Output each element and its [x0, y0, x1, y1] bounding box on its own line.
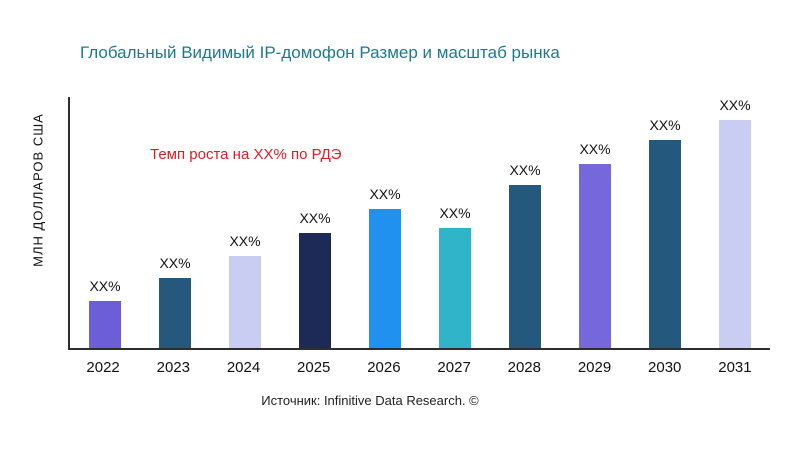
bar-value-label: XX%: [159, 254, 191, 271]
bar-value-label: XX%: [719, 97, 751, 113]
bars: XX% XX% XX% XX% XX% XX% XX% XX% XX% XX%: [70, 97, 770, 348]
bar-value-label: XX%: [299, 209, 331, 226]
bar-column: XX%: [560, 97, 630, 348]
y-axis-label: МЛН ДОЛЛАРОВ США: [30, 113, 46, 267]
bar-column: XX%: [140, 97, 210, 348]
bar-value-label: XX%: [229, 232, 261, 249]
bar: [369, 209, 401, 348]
bar-column: XX%: [350, 97, 420, 348]
bar-column: XX%: [490, 97, 560, 348]
source-caption: Источник: Infinitive Data Research. ©: [261, 393, 479, 408]
bar: [579, 164, 611, 348]
bar: [719, 120, 751, 348]
bar-column: XX%: [700, 97, 770, 348]
bar: [89, 300, 121, 348]
x-axis-label: 2027: [437, 359, 471, 376]
bar: [509, 185, 541, 348]
bar-column: XX%: [70, 97, 140, 348]
bar-value-label: XX%: [509, 162, 541, 179]
bar: [649, 140, 681, 348]
x-axis-label: 2024: [226, 359, 261, 376]
bar: [439, 227, 471, 348]
x-axis-label: 2030: [648, 359, 682, 376]
bar: [229, 255, 261, 348]
x-axis-label: 2031: [718, 359, 752, 376]
bar-column: XX%: [420, 97, 490, 348]
bar-value-label: XX%: [369, 186, 401, 203]
bar-column: XX%: [280, 97, 350, 348]
chart-title: Глобальный Видимый IP-домофон Размер и м…: [80, 43, 560, 62]
x-axis-label: 2025: [297, 359, 331, 376]
x-axis-label: 2028: [507, 359, 541, 376]
bar-value-label: XX%: [89, 277, 121, 294]
x-axis-label: 2026: [367, 359, 401, 376]
x-axis-label: 2029: [577, 359, 612, 376]
bar: [159, 277, 191, 348]
bar: [299, 232, 331, 348]
bar-value-label: XX%: [579, 141, 611, 158]
growth-rate-annotation: Темп роста на XX% по РДЭ: [150, 146, 342, 163]
plot-area: XX% XX% XX% XX% XX% XX% XX% XX% XX% XX%: [68, 97, 770, 350]
bar-column: XX%: [630, 97, 700, 348]
x-axis-labels: 2022 2023 2024 2025 2026 2027 2028 2029 2030 2031: [68, 352, 770, 376]
x-axis-label: 2023: [156, 359, 190, 376]
x-axis-label: 2022: [86, 359, 120, 376]
bar-column: XX%: [210, 97, 280, 348]
bar-value-label: XX%: [439, 204, 471, 221]
bar-value-label: XX%: [649, 117, 681, 134]
